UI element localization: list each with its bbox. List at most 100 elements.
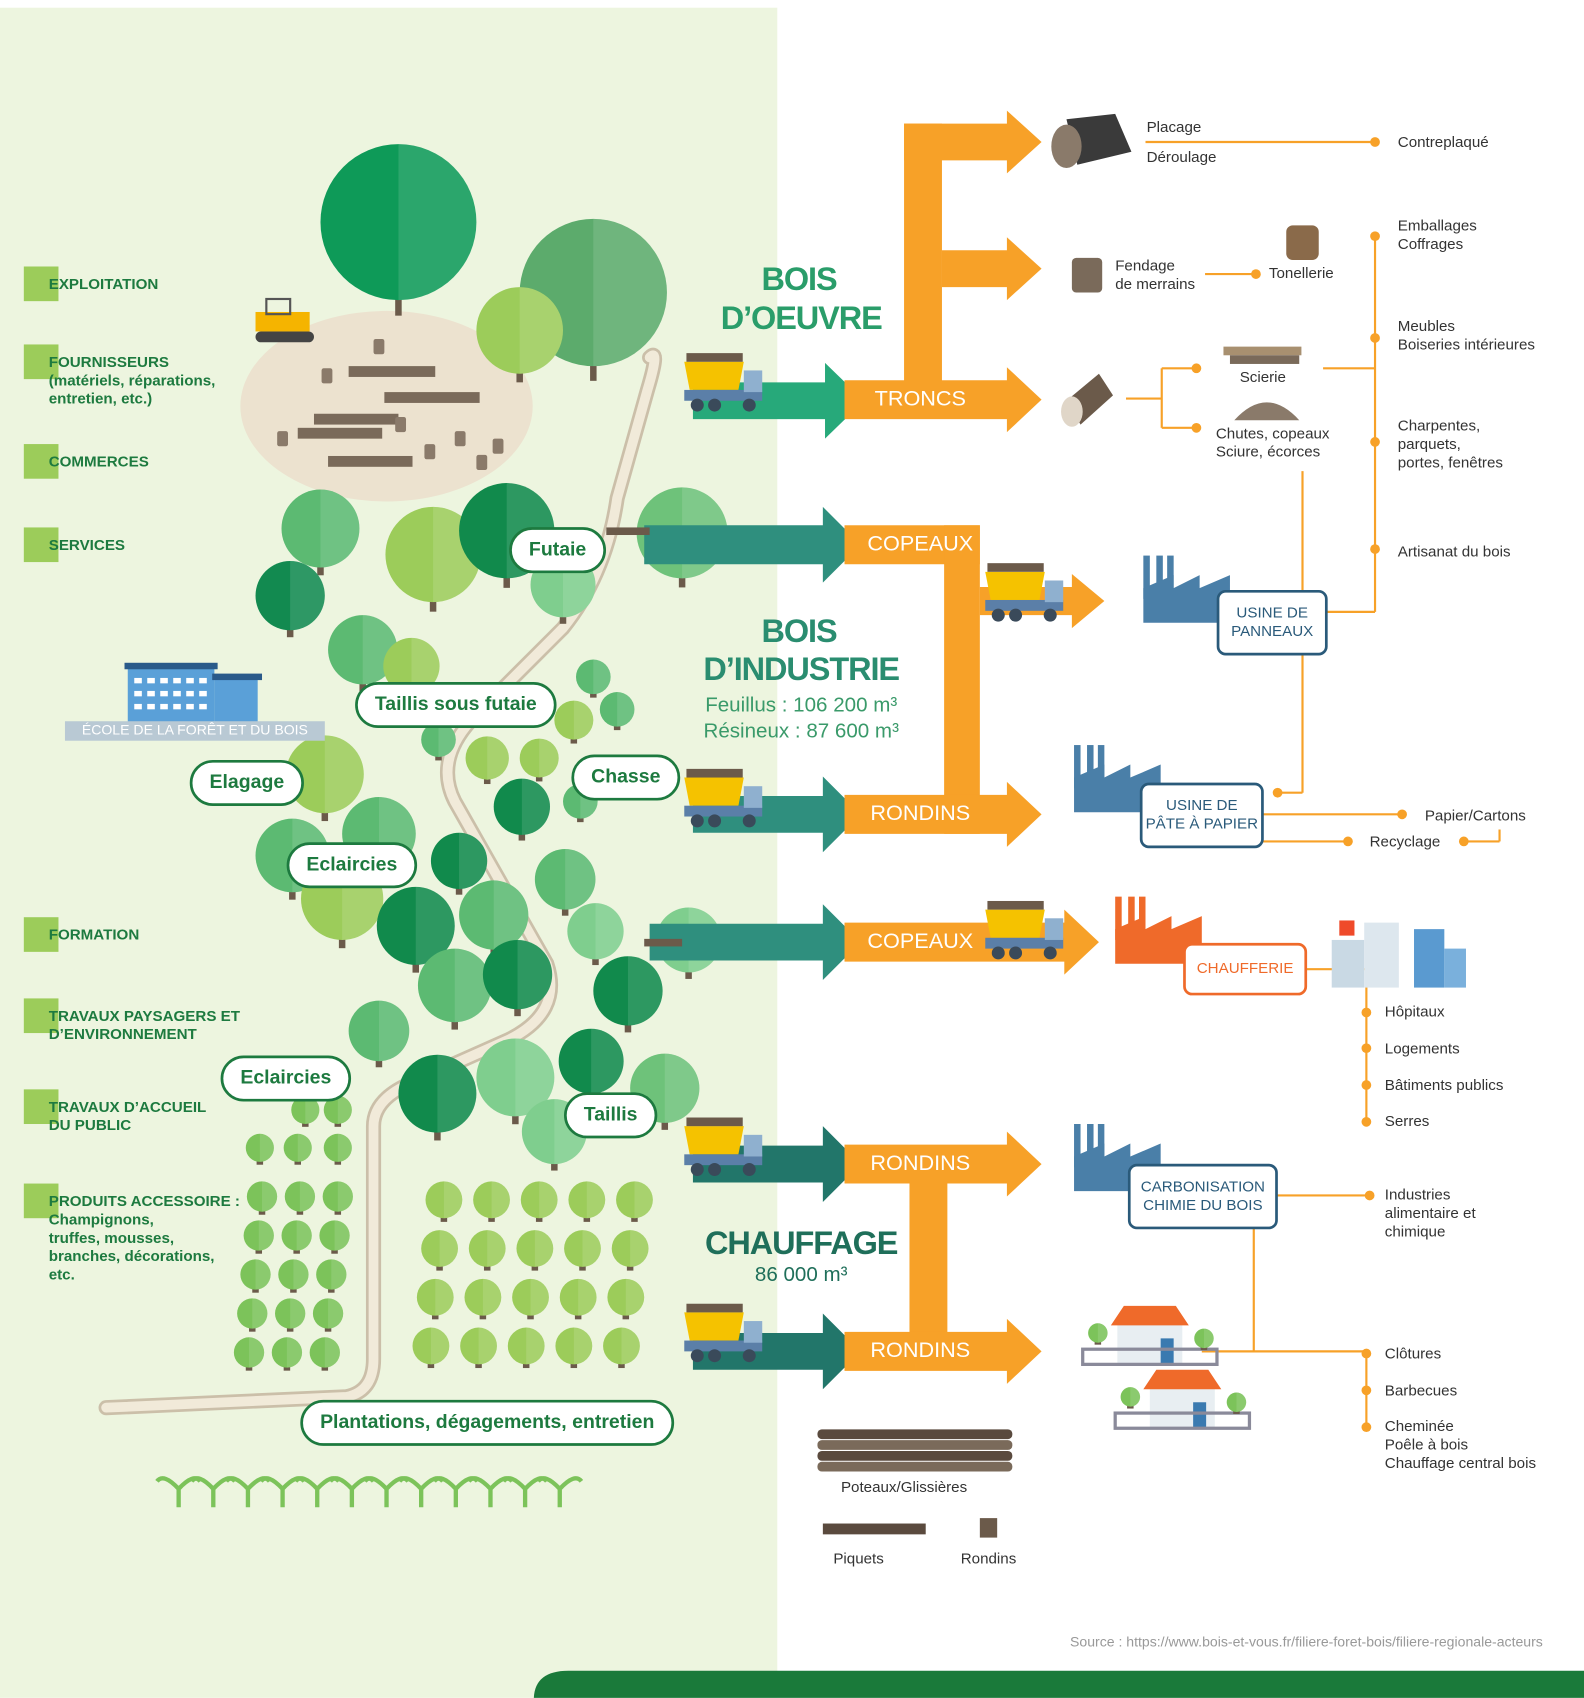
connector-dot: [1273, 788, 1283, 798]
truck-cab: [744, 786, 762, 808]
window: [186, 678, 194, 683]
output-label: Fendage: [1115, 258, 1175, 275]
truck-wheel: [1009, 609, 1022, 622]
truck-load: [987, 901, 1043, 910]
flow-label: RONDINS: [870, 1337, 970, 1362]
section-volume: 86 000 m³: [755, 1263, 848, 1286]
truck-bed: [985, 910, 1045, 938]
hospital: [1332, 940, 1364, 988]
connector-dot: [1370, 231, 1380, 241]
facility-label: USINE DE: [1236, 605, 1308, 622]
output-label: Bâtiments publics: [1385, 1077, 1504, 1094]
section-title: CHAUFFAGE: [705, 1225, 898, 1261]
sector-label: (matériels, réparations,: [49, 372, 216, 389]
truck-bed: [985, 572, 1045, 600]
sector-label: SERVICES: [49, 537, 125, 554]
output-label: Serres: [1385, 1113, 1430, 1130]
flow-label: RONDINS: [870, 1150, 970, 1175]
output-label: portes, fenêtres: [1398, 455, 1504, 472]
sector-label: truffes, mousses,: [49, 1230, 174, 1247]
flow-label: COPEAUX: [867, 928, 973, 953]
connector-dot: [1362, 1080, 1372, 1090]
truck-load: [686, 769, 742, 778]
truck-wheel: [743, 1163, 756, 1176]
rondin: [980, 1518, 997, 1537]
connector-dot: [1370, 544, 1380, 554]
truck-bed: [684, 362, 744, 390]
connector-dot: [1362, 1043, 1372, 1053]
output-label: Emballages: [1398, 217, 1478, 234]
output-label: Chauffage central bois: [1385, 1455, 1537, 1472]
truck-cab: [1045, 918, 1063, 940]
truck-wheel: [1044, 609, 1057, 622]
window: [186, 704, 194, 709]
forest-label-text: Eclaircies: [306, 853, 397, 875]
truck-bed: [684, 1312, 744, 1340]
house-roof: [1111, 1306, 1189, 1325]
building: [1444, 949, 1466, 988]
forest-label: Plantations, dégagements, entretien: [302, 1401, 673, 1444]
orange-trunk: [909, 1164, 947, 1351]
output-label: Contreplaqué: [1398, 134, 1489, 151]
log: [349, 366, 436, 377]
truck-load: [686, 1304, 742, 1313]
truck-wheel: [708, 1163, 721, 1176]
sector-label: branches, décorations,: [49, 1248, 215, 1265]
output-label: Industries: [1385, 1186, 1451, 1203]
bulldozer-track: [256, 331, 314, 342]
connector-dot: [1192, 363, 1202, 373]
window: [199, 704, 207, 709]
sector-label: D’ENVIRONNEMENT: [49, 1026, 198, 1043]
window: [147, 678, 155, 683]
output-label: Poêle à bois: [1385, 1437, 1469, 1454]
facility-label: PANNEAUX: [1231, 623, 1313, 640]
product-label: Rondins: [961, 1550, 1017, 1567]
connector-dot: [1251, 269, 1261, 279]
connector-dot: [1365, 1191, 1375, 1201]
building: [1414, 929, 1444, 987]
truck-wheel: [691, 399, 704, 412]
stake: [823, 1524, 926, 1535]
window: [160, 678, 168, 683]
truck-cab: [744, 1135, 762, 1157]
forest-label: Eclaircies: [288, 844, 416, 887]
product-label: Poteaux/Glissières: [841, 1479, 968, 1496]
flow-label: RONDINS: [870, 800, 970, 825]
truck-wheel: [1009, 946, 1022, 959]
forest-label-text: Elagage: [210, 771, 285, 793]
output-label: Chutes, copeaux: [1216, 425, 1330, 442]
pole: [817, 1440, 1012, 1450]
connector-dot: [1370, 437, 1380, 447]
window: [147, 691, 155, 696]
sector-label: FORMATION: [49, 927, 140, 944]
output-label: Papier/Cartons: [1425, 808, 1526, 825]
stump: [455, 431, 466, 446]
truck-bed: [684, 778, 744, 806]
source: Source : https://www.bois-et-vous.fr/fil…: [1070, 1633, 1543, 1649]
output-label: Charpentes,: [1398, 418, 1480, 435]
sector-label: TRAVAUX PAYSAGERS ET: [49, 1008, 241, 1025]
log: [298, 428, 382, 439]
window: [173, 691, 181, 696]
window: [134, 691, 142, 696]
product-label: Piquets: [833, 1550, 884, 1567]
facility-label: CHAUFFERIE: [1197, 960, 1294, 977]
pole: [817, 1451, 1012, 1461]
truck-wheel: [743, 399, 756, 412]
output-label: Clôtures: [1385, 1346, 1442, 1363]
output-label: Coffrages: [1398, 236, 1464, 253]
output-label: Hôpitaux: [1385, 1003, 1445, 1020]
output-label: Sciure, écorces: [1216, 444, 1321, 461]
forest-label-text: Chasse: [591, 766, 660, 788]
truck-wheel: [691, 1349, 704, 1362]
truck-cab: [744, 1321, 762, 1343]
connector-dot: [1362, 1117, 1372, 1127]
connector-dot: [1370, 137, 1380, 147]
connector-dot: [1397, 809, 1407, 819]
log: [384, 392, 479, 403]
forest-label-text: Eclaircies: [240, 1067, 331, 1089]
section-title: D’INDUSTRIE: [703, 651, 899, 687]
forest-label: Futaie: [511, 529, 605, 572]
planks: [1223, 347, 1301, 356]
forest-label-text: Futaie: [529, 538, 587, 560]
